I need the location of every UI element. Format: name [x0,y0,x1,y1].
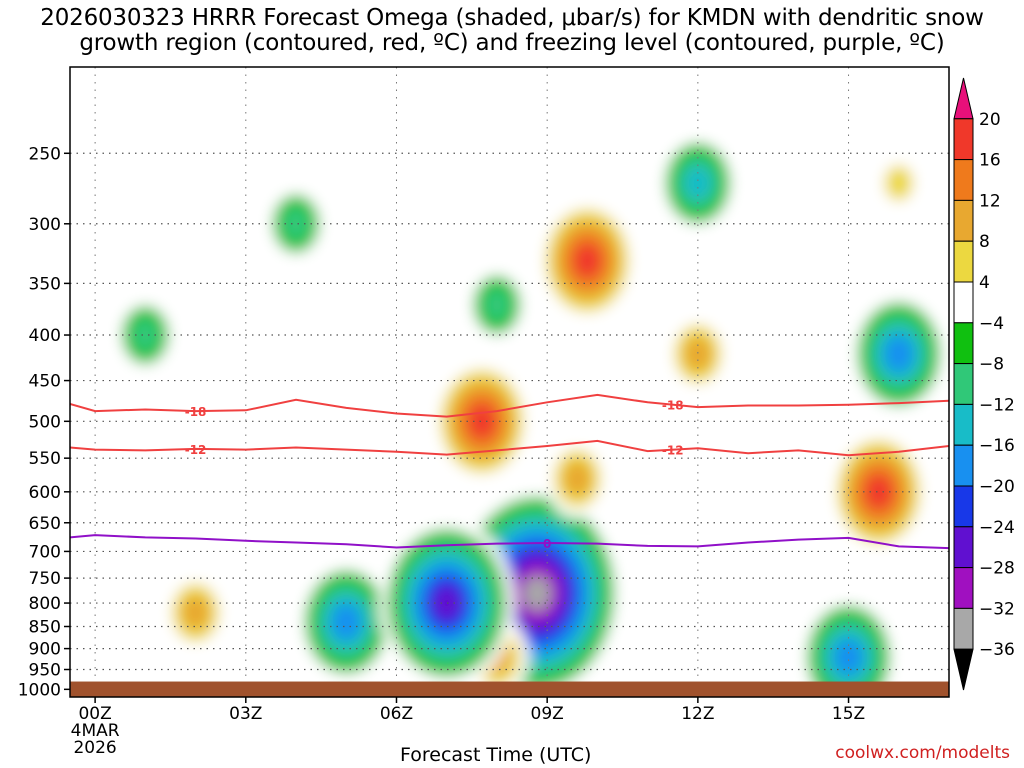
y-tick-label-950: 950 [29,661,61,681]
chart-title-line1: 2026030323 HRRR Forecast Omega (shaded, … [40,5,984,31]
ground-surface [70,681,949,697]
omega-feature-12-ring-7 [432,585,461,621]
colorbar-label-12: −32 [979,599,1015,619]
y-tick-label-400: 400 [29,326,61,346]
x-tick-label-15Z: 15Z [832,704,865,724]
colorbar-segment-1 [953,118,974,161]
y-tick-label-600: 600 [29,483,61,503]
x-tick-label-00Z: 00Z [78,704,111,724]
colorbar-label-8: −16 [979,436,1015,456]
y-tick-label-650: 650 [29,514,61,534]
x-axis-label: Forecast Time (UTC) [400,744,592,766]
omega-feature-0-ring-9 [523,575,552,611]
y-tick-label-350: 350 [29,274,61,294]
colorbar-segment-7 [953,363,974,405]
colorbar-segment-12 [953,567,974,609]
omega-feature-3-ring-5 [864,474,893,510]
colorbar-label-9: −20 [979,477,1015,497]
colorbar-label-3: 8 [979,232,990,252]
omega-blobs [113,131,949,697]
omega-feature-9-ring-5 [884,336,913,372]
omega-feature-1-ring-5 [573,243,602,279]
x-tick-sublabel-4MAR: 4MAR [71,721,120,741]
plot-area: -18 -18 -12 -12 0 [69,66,950,698]
colorbar-segment-6 [953,322,974,365]
colorbar-label-1: 16 [979,151,1001,171]
chart-title: 2026030323 HRRR Forecast Omega (shaded, … [0,6,1024,56]
colorbar-segment-5 [953,281,974,324]
contour-label--18: -18 [662,399,684,413]
contour--18 [70,393,949,418]
y-tick-label-1000: 1000 [18,680,61,700]
colorbar-label-6: −8 [979,355,1004,375]
colorbar-bottom-arrow [953,648,974,691]
colorbar-segment-2 [953,159,974,201]
x-tick-sublabel-2026: 2026 [73,738,116,758]
colorbar-top-arrow [953,77,974,120]
colorbar-segment-9 [953,444,974,487]
colorbar-label-2: 12 [979,191,1001,211]
omega-feature-15-ring-3 [282,206,311,242]
colorbar-label-10: −24 [979,518,1015,538]
colorbar: 20 16 12 8 4 −4 −8 −12 −16 −20 −24 −28 −32 −36 [953,77,1015,691]
omega-feature-16-ring-2 [884,165,913,201]
y-tick-label-500: 500 [29,412,61,432]
chart-title-line2: growth region (contoured, red, ºC) and f… [79,30,945,56]
y-tick-label-850: 850 [29,617,61,637]
y-tick-label-300: 300 [29,215,61,235]
credit-text: coolwx.com/modelts [835,743,1010,763]
contour-label--12: -12 [185,443,207,457]
colorbar-segment-3 [953,199,974,242]
x-tick-label-12Z: 12Z [681,704,714,724]
omega-feature-14-ring-3 [131,317,160,353]
contour-label--12: -12 [662,444,684,458]
omega-feature-8-ring-4 [683,165,712,201]
y-tick-label-800: 800 [29,594,61,614]
y-tick-label-450: 450 [29,372,61,392]
y-tick-label-750: 750 [29,569,61,589]
x-tick-label-06Z: 06Z [380,704,413,724]
colorbar-label-5: −4 [979,314,1004,334]
y-tick-label-550: 550 [29,449,61,469]
y-tick-label-900: 900 [29,640,61,660]
contour-label--18: -18 [185,405,207,419]
contour-label-0: 0 [543,537,551,551]
omega-feature-10-ring-5 [834,639,863,675]
omega-feature-4-ring-3 [563,461,592,497]
omega-feature-5-ring-3 [683,336,712,372]
x-tick-label-09Z: 09Z [531,704,564,724]
colorbar-label-0: 20 [979,110,1001,130]
colorbar-segment-10 [953,485,974,528]
contour--12 [70,439,949,457]
y-tick-label-700: 700 [29,542,61,562]
plot-frame [69,66,950,698]
contour-0 [70,534,949,550]
colorbar-segment-11 [953,526,974,569]
colorbar-segment-13 [953,607,974,650]
grid-lines [70,67,949,697]
colorbar-segment-4 [953,240,974,283]
contour-lines: -18 -18 -12 -12 0 [70,393,949,551]
omega-feature-6-ring-3 [181,595,210,631]
y-axis: 250 300 350 400 450 500 550 600 650 700 750 800 850 9… [18,144,70,700]
colorbar-label-7: −12 [979,395,1015,415]
omega-shading [113,131,949,697]
omega-feature-2-ring-5 [467,403,496,439]
omega-feature-11-ring-5 [332,604,361,640]
colorbar-label-11: −28 [979,559,1015,579]
colorbar-label-13: −36 [979,640,1015,660]
y-tick-label-250: 250 [29,144,61,164]
omega-feature-13-ring-3 [482,287,511,323]
colorbar-segment-8 [953,403,974,446]
colorbar-label-4: 4 [979,273,990,293]
x-tick-label-03Z: 03Z [229,704,262,724]
